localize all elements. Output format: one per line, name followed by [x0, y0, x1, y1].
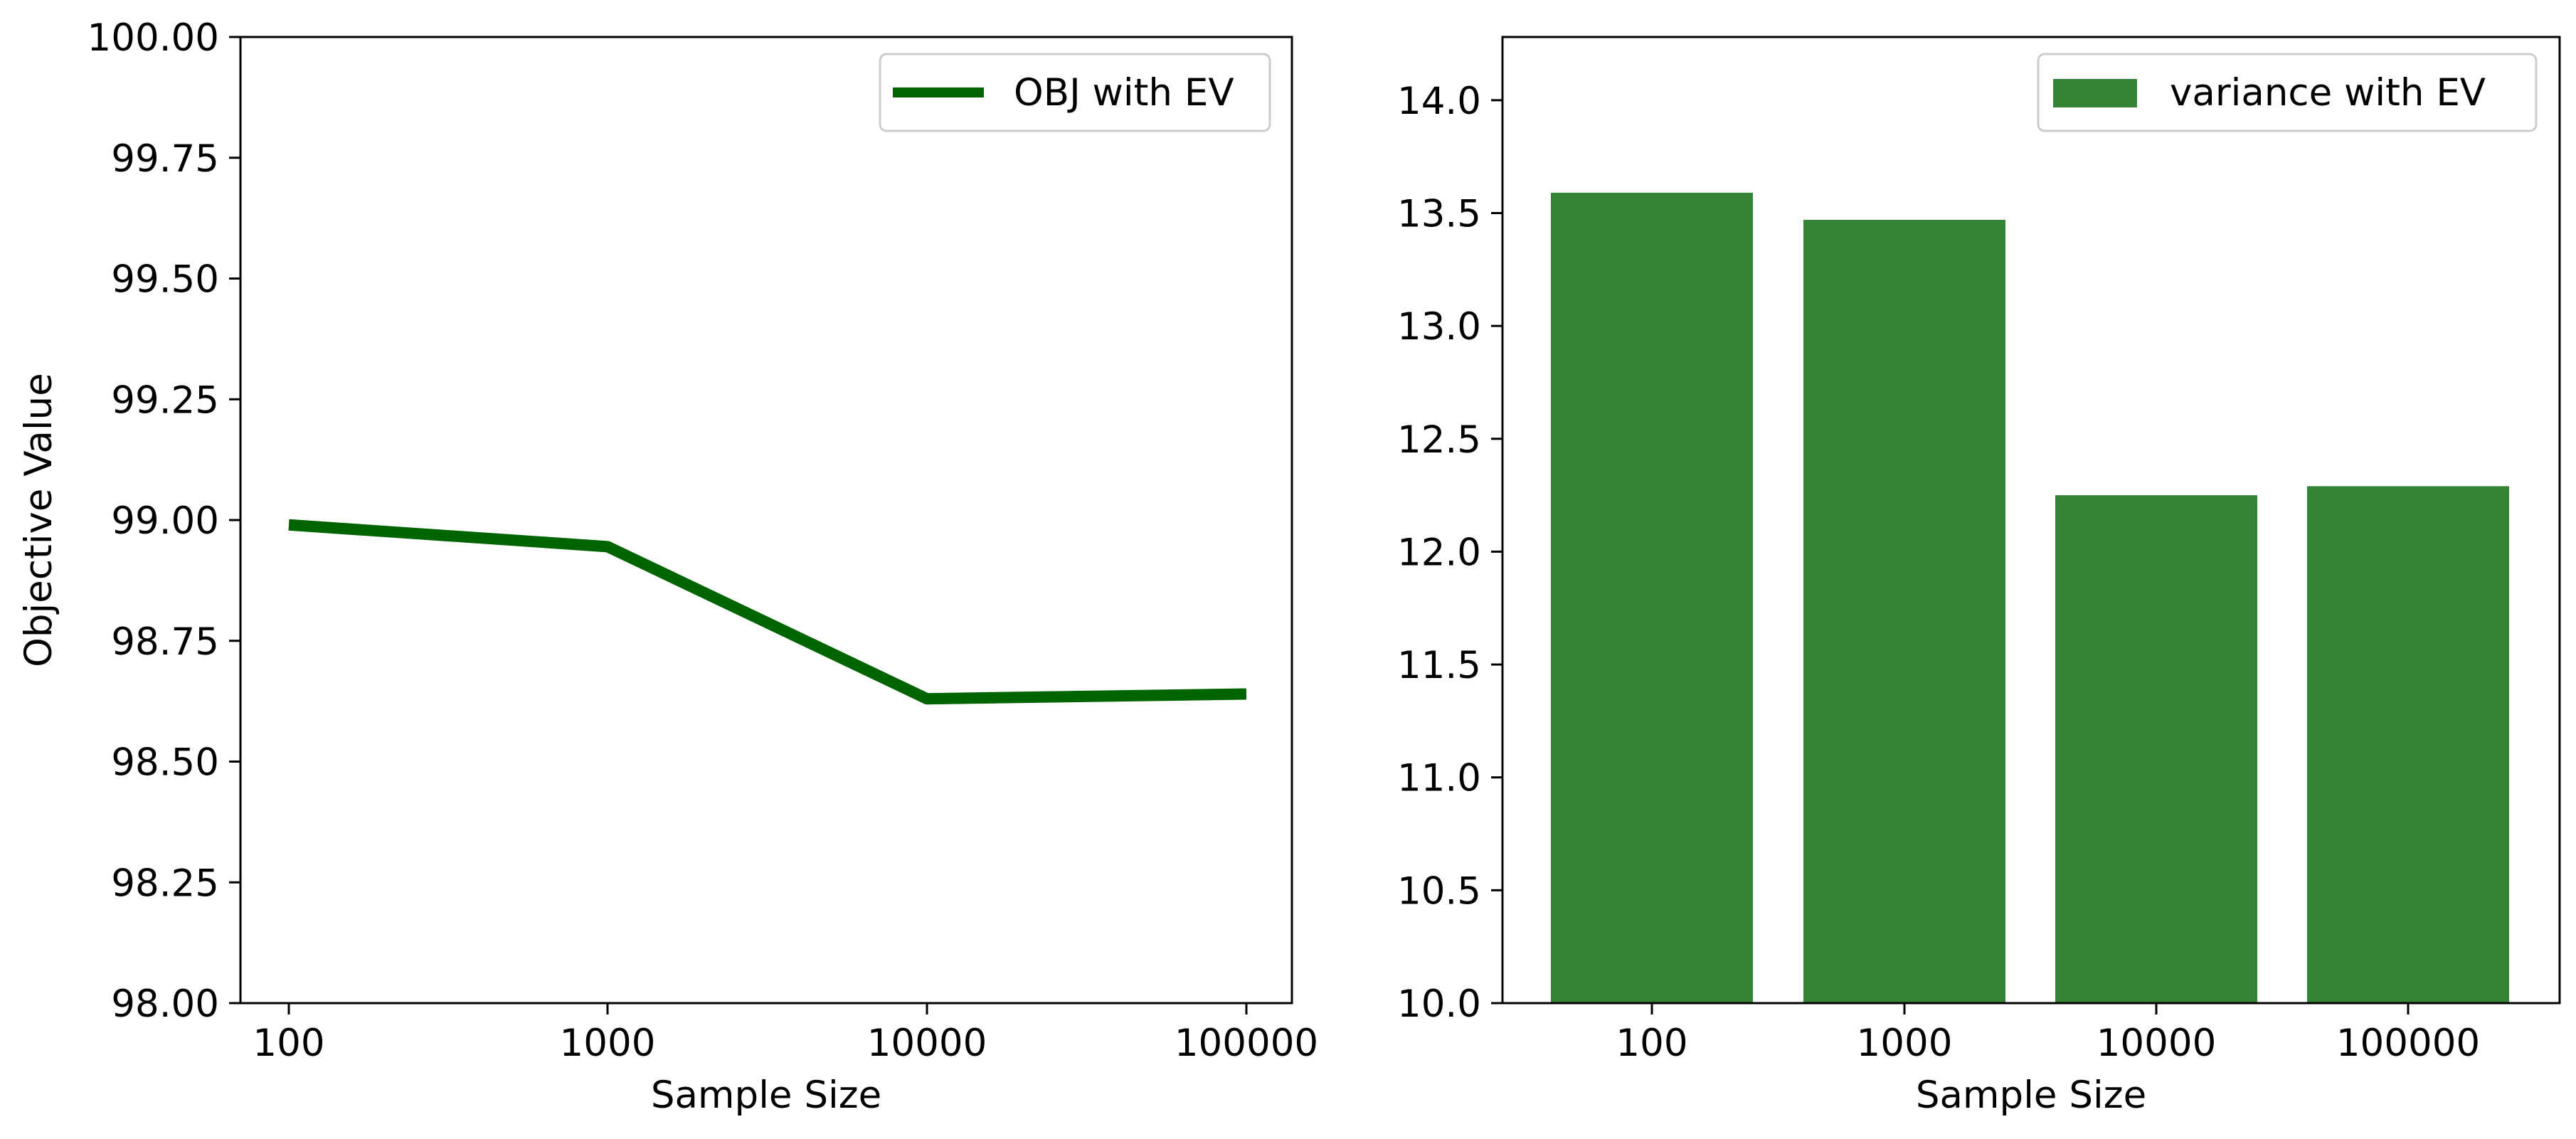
- line-x-tick-label: 10000: [867, 1022, 987, 1065]
- line-legend-label: OBJ with EV: [1014, 71, 1234, 115]
- line-y-tick-label: 99.25: [111, 378, 219, 422]
- line-y-tick-label: 100.00: [88, 16, 219, 60]
- bar-legend-box: [2037, 53, 2538, 132]
- bar-chart-frame: [1501, 36, 2561, 1005]
- bar-plot-area: [1551, 192, 2509, 1004]
- bar-legend-swatch: [2053, 79, 2137, 107]
- bar-x-tick-label: 100000: [2336, 1022, 2480, 1065]
- bar-variance-1000: [1803, 220, 2005, 1004]
- bar-variance-10000: [2055, 495, 2257, 1003]
- bar-x-tick-label: 10000: [2097, 1022, 2217, 1065]
- line-plot-area: [288, 519, 1247, 705]
- line-x-tick-label: 1000: [560, 1022, 656, 1065]
- bar-variance-100: [1551, 192, 1753, 1003]
- line-y-tick-label: 98.50: [111, 741, 219, 785]
- line-legend-box: [879, 53, 1271, 132]
- bar-y-tick-label: 11.5: [1397, 644, 1481, 687]
- line-x-tick-label: 100: [253, 1022, 324, 1065]
- line-y-ticks: 98.00 98.25 98.50 98.75 99.00 99.25 99.50 99.75…: [88, 16, 240, 1026]
- bar-x-tick-label: 100: [1616, 1022, 1687, 1065]
- bar-x-ticks: 100 1000 10000 100000: [1616, 1003, 2480, 1065]
- bar-variance-100000: [2307, 486, 2509, 1003]
- bar-x-axis-title: Sample Size: [1916, 1074, 2146, 1117]
- bar-y-tick-label: 12.5: [1397, 418, 1481, 462]
- bar-y-tick-label: 12.0: [1397, 531, 1481, 574]
- line-y-tick-label: 99.75: [111, 137, 219, 181]
- line-legend: OBJ with EV: [879, 53, 1271, 132]
- bar-y-tick-label: 10.5: [1397, 869, 1481, 913]
- bar-chart: 10.0 10.5 11.0 11.5 12.0 12.5 13.0 13.5 14.0 100…: [1397, 36, 2561, 1117]
- line-chart: 98.00 98.25 98.50 98.75 99.00 99.25 99.50 99.75…: [17, 16, 1318, 1117]
- line-y-tick-label: 99.50: [111, 258, 219, 302]
- bar-x-tick-label: 1000: [1857, 1022, 1953, 1065]
- line-x-tick-label: 100000: [1175, 1022, 1318, 1065]
- line-x-axis-title: Sample Size: [651, 1074, 881, 1117]
- line-y-axis-title: Objective Value: [17, 373, 60, 667]
- line-y-tick-label: 98.25: [111, 862, 219, 905]
- line-y-tick-label: 98.00: [111, 982, 219, 1026]
- bar-y-tick-label: 14.0: [1397, 80, 1481, 123]
- bar-legend: variance with EV: [2037, 53, 2538, 132]
- bar-y-tick-label: 13.5: [1397, 192, 1481, 235]
- bar-legend-label: variance with EV: [2170, 71, 2486, 115]
- line-y-tick-label: 99.00: [111, 499, 219, 543]
- bar-y-tick-label: 11.0: [1397, 757, 1481, 800]
- bar-y-tick-label: 10.0: [1397, 982, 1481, 1026]
- line-series-obj-with-ev: [288, 519, 1247, 705]
- bar-y-tick-label: 13.0: [1397, 305, 1481, 349]
- line-y-tick-label: 98.75: [111, 620, 219, 664]
- bar-y-ticks: 10.0 10.5 11.0 11.5 12.0 12.5 13.0 13.5 14.0: [1397, 80, 1502, 1026]
- line-x-ticks: 100 1000 10000 100000: [253, 1003, 1318, 1065]
